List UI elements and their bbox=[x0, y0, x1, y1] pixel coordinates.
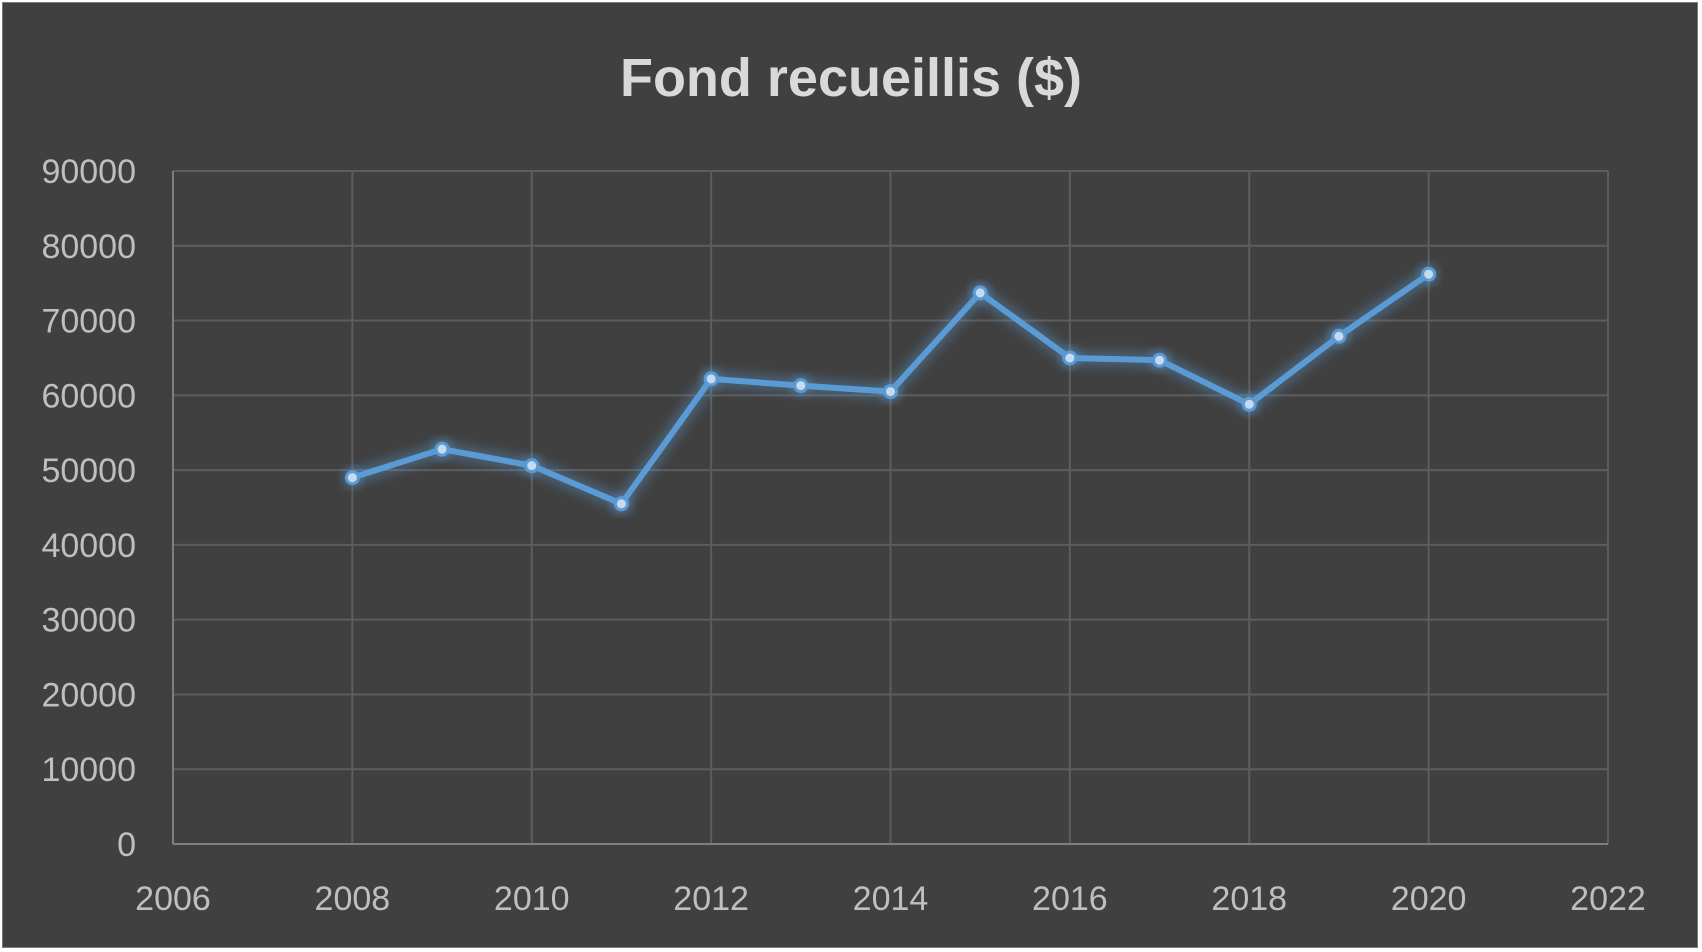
data-points bbox=[342, 264, 1439, 514]
y-tick-label: 60000 bbox=[41, 377, 136, 415]
y-tick-label: 90000 bbox=[41, 153, 136, 191]
x-tick-label: 2008 bbox=[315, 880, 391, 918]
data-point bbox=[613, 496, 629, 512]
data-point bbox=[972, 285, 988, 301]
data-point bbox=[1241, 396, 1257, 412]
x-tick-label: 2014 bbox=[853, 880, 929, 918]
data-point bbox=[793, 378, 809, 394]
y-tick-label: 80000 bbox=[41, 228, 136, 266]
x-tick-label: 2010 bbox=[494, 880, 570, 918]
data-point bbox=[1152, 352, 1168, 368]
data-point bbox=[1331, 328, 1347, 344]
data-point bbox=[1421, 266, 1437, 282]
data-point bbox=[344, 470, 360, 486]
x-tick-label: 2018 bbox=[1211, 880, 1287, 918]
x-tick-label: 2016 bbox=[1032, 880, 1108, 918]
data-point bbox=[524, 458, 540, 474]
x-axis-tick-labels: 2006 2008 2010 2012 2014 2016 2018 2020 2022 bbox=[135, 880, 1646, 918]
x-tick-label: 2022 bbox=[1570, 880, 1646, 918]
x-tick-label: 2012 bbox=[673, 880, 749, 918]
y-axis-tick-labels: 0 10000 20000 30000 40000 50000 60000 70000 8000… bbox=[41, 153, 136, 864]
x-tick-label: 2020 bbox=[1391, 880, 1467, 918]
data-point bbox=[434, 441, 450, 457]
data-point bbox=[703, 371, 719, 387]
axes bbox=[172, 171, 1608, 845]
y-tick-label: 0 bbox=[117, 826, 136, 864]
gridlines bbox=[173, 170, 1609, 844]
data-point bbox=[1062, 350, 1078, 366]
chart-title: Fond recueillis ($) bbox=[620, 48, 1082, 108]
x-tick-label: 2006 bbox=[135, 880, 211, 918]
data-point bbox=[883, 384, 898, 400]
y-tick-label: 30000 bbox=[41, 602, 136, 640]
y-tick-label: 10000 bbox=[41, 751, 136, 789]
y-tick-label: 40000 bbox=[41, 527, 136, 565]
y-tick-label: 50000 bbox=[41, 452, 136, 490]
y-tick-label: 70000 bbox=[41, 303, 136, 341]
y-tick-label: 20000 bbox=[41, 676, 136, 714]
